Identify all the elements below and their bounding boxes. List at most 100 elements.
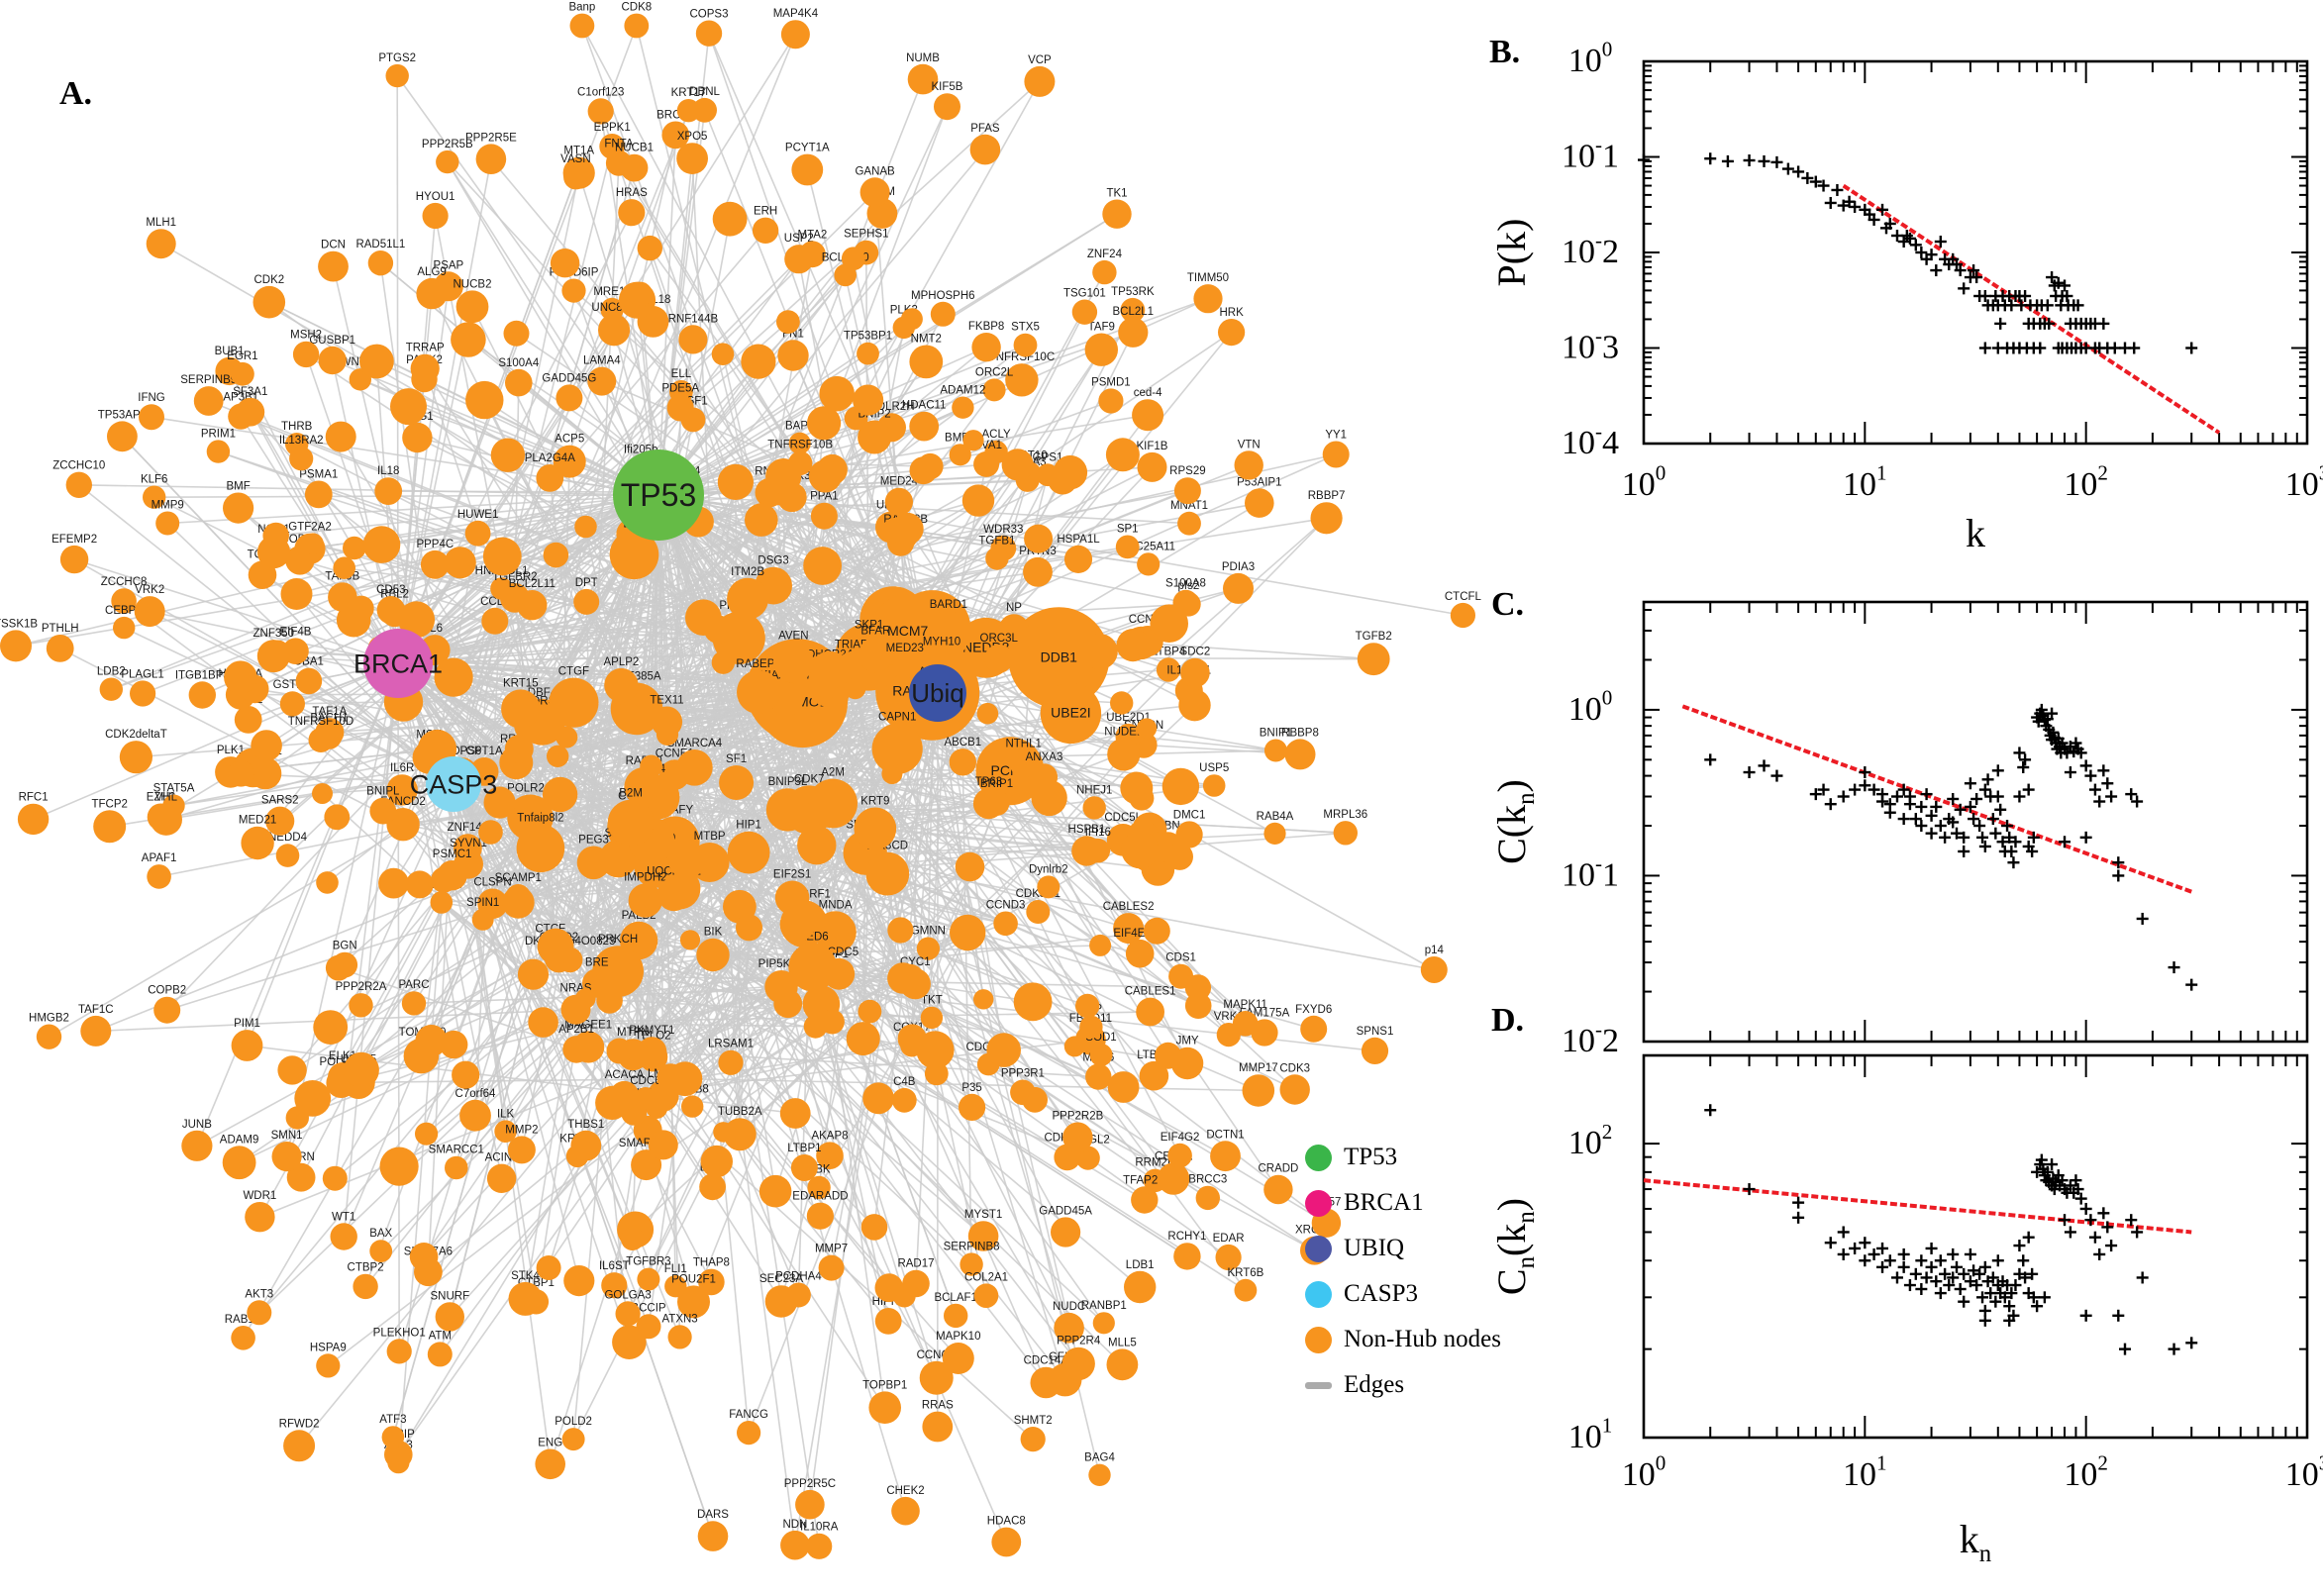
network-node-BARD1[interactable]: BARD1 [930,599,967,643]
network-node-POLD2[interactable]: POLD2 [555,1416,592,1451]
network-node-C1orf123[interactable]: C1orf123 [577,86,624,125]
network-node-GMNN[interactable]: GMNN [911,926,946,960]
y-tick-label: 10-​1 [1562,133,1619,174]
network-node-COPS3[interactable]: COPS3 [690,9,729,47]
network-node-MLH1[interactable]: MLH1 [146,217,176,259]
network-node-LRSAM1[interactable]: LRSAM1 [708,1039,754,1075]
network-node-LDB2[interactable]: LDB2 [97,666,126,701]
node-label: RBBP7 [1308,490,1346,502]
node-label: HUWE1 [457,509,499,521]
network-node-ATM[interactable]: ATM [427,1330,453,1367]
network-node-CDK2deltaT[interactable]: CDK2deltaT [105,729,167,774]
node-label: PCDHA4 [775,1271,822,1283]
network-node-Banp[interactable]: Banp [568,2,595,39]
network-node-TP53AP1[interactable]: TP53AP1 [98,409,147,452]
network-node-TNFRSF10C[interactable]: TNFRSF10C [989,351,1055,397]
network-node-RBBP8[interactable]: RBBP8 [1281,727,1319,770]
network-node-HDAC11[interactable]: HDAC11 [902,400,947,442]
network-node-PARC[interactable]: PARC [398,979,430,1016]
node-label: S100A8 [1165,578,1206,590]
network-node-TP53RK[interactable]: TP53RK [1111,286,1155,323]
network-node-RBBP7[interactable]: RBBP7 [1308,490,1346,535]
network-node-TUBB2A[interactable]: TUBB2A [718,1106,762,1151]
network-node-ITGB1BP3[interactable]: ITGB1BP3 [175,669,230,709]
network-node-MLL5[interactable]: MLL5 [1106,1337,1139,1381]
network-node-ALG9[interactable]: ALG9 [416,266,448,310]
network-node-TAF1C[interactable]: TAF1C [78,1004,114,1047]
network-node-NTHL1[interactable]: NTHL1 [1005,739,1042,778]
network-node-NHEJ1[interactable]: NHEJ1 [1076,784,1112,820]
network-node-AKAP8[interactable]: AKAP8 [811,1131,849,1169]
network-node-SERPINB9[interactable]: SERPINB9 [180,374,237,416]
node-label: RFWD2 [279,1418,320,1430]
network-node-CCND3[interactable]: CCND3 [986,900,1026,937]
network-node-YY1[interactable]: YY1 [1322,430,1350,468]
network-node-TK1[interactable]: TK1 [1102,188,1132,229]
network-node-KLF6[interactable]: KLF6 [141,474,168,509]
network-node-ORC3L[interactable]: ORC3L [980,633,1019,673]
network-node-RNF144B[interactable]: RNF144B [668,313,719,354]
network-node-MTA2[interactable]: MTA2 [797,229,827,268]
node-label: ZCCHC10 [52,460,105,472]
network-node-UBE2I[interactable]: UBE2I [1040,682,1102,745]
network-node-ZCCHC8[interactable]: ZCCHC8 [101,576,148,614]
network-node-IL6R[interactable]: IL6R [386,762,418,806]
network-node-MNAT1[interactable]: MNAT1 [1170,500,1208,536]
network-node-HUWE1[interactable]: HUWE1 [457,509,499,547]
network-node-SF1[interactable]: SF1 [719,753,755,800]
network-node-RFWD2[interactable]: RFWD2 [279,1418,320,1462]
network-node-CDK3[interactable]: CDK3 [1279,1062,1310,1105]
node-label: ANXA3 [1026,751,1063,763]
network-node-ORC2L[interactable]: ORC2L [975,367,1014,402]
network-node-PRIM1[interactable]: PRIM1 [201,428,236,463]
node-label: RFC1 [19,792,49,804]
network-node-PPP2R5E[interactable]: PPP2R5E [465,132,517,174]
network-node-C7orf64[interactable]: C7orf64 [455,1088,497,1132]
network-node-MRPL36[interactable]: MRPL36 [1323,809,1367,846]
network-node-MSH2[interactable]: MSH2 [290,330,322,368]
network-node-RFC1[interactable]: RFC1 [17,792,50,836]
network-node-TFAP2C[interactable]: TFAP2C [1123,1174,1166,1214]
node-label: ALG9 [417,266,446,278]
network-node-EGR1[interactable]: EGR1 [227,350,258,386]
legend-item-tp53: TP53 [1305,1135,1501,1180]
network-node-PLAGL1[interactable]: PLAGL1 [121,668,164,707]
network-node-p14[interactable]: p14 [1420,945,1448,983]
network-node-GADD45G[interactable]: GADD45G [542,372,596,412]
network-node-KIF1B[interactable]: KIF1B [1137,441,1168,482]
network-node-LDB1[interactable]: LDB1 [1124,1259,1157,1304]
network-node-CABLES1[interactable]: CABLES1 [1125,986,1176,1027]
network-node-TSSK1B[interactable]: TSSK1B [0,618,38,662]
network-node-GUSBP1[interactable]: GUSBP1 [309,335,355,375]
network-node-MED24[interactable]: MED24 [880,476,919,516]
network-node-SNURF[interactable]: SNURF [430,1290,469,1332]
network-node-CABLES2[interactable]: CABLES2 [1103,901,1155,945]
network-node-CDK2[interactable]: CDK2 [252,274,286,319]
network-node-CTBP2[interactable]: CTBP2 [348,1262,384,1300]
network-node-HDAC8[interactable]: HDAC8 [987,1516,1026,1557]
network-node-SMN1[interactable]: SMN1 [271,1130,303,1172]
network-node-ZNF24[interactable]: ZNF24 [1087,249,1123,285]
network-node-POU2F1[interactable]: POU2F1 [671,1273,716,1319]
network-node-FXYD6[interactable]: FXYD6 [1295,1004,1332,1043]
node-label: CEBPZ [105,605,143,617]
network-node-RAD51L1[interactable]: RAD51L1 [355,239,405,276]
network-node-THAP8[interactable]: THAP8 [693,1257,730,1296]
network-node-TP53BP1[interactable]: TP53BP1 [844,331,892,365]
network-node-GADD45A[interactable]: GADD45A [1039,1205,1092,1247]
network-node-UBA1[interactable]: UBA1 [294,656,324,695]
node-label: KLF6 [141,474,168,486]
network-node-TAF9[interactable]: TAF9 [1084,322,1119,366]
network-node-CDK8[interactable]: CDK8 [621,2,652,39]
network-node-MPHOSPH6[interactable]: MPHOSPH6 [911,290,975,327]
network-node-ERH[interactable]: ERH [752,206,779,244]
network-node-CEBPZ[interactable]: CEBPZ [105,605,143,640]
legend-item-non-hub-nodes: Non-Hub nodes [1305,1317,1501,1362]
network-node-MYST1[interactable]: MYST1 [964,1209,1002,1251]
network-node-PPP2R5B[interactable]: PPP2R5B [422,139,473,174]
network-node-ACP5[interactable]: ACP5 [553,434,586,478]
network-node-LAMA4[interactable]: LAMA4 [583,355,621,396]
network-node-CTCFL[interactable]: CTCFL [1445,591,1482,629]
network-node-PTGS2[interactable]: PTGS2 [378,52,416,88]
network-node-ZCCHC10[interactable]: ZCCHC10 [52,460,105,498]
